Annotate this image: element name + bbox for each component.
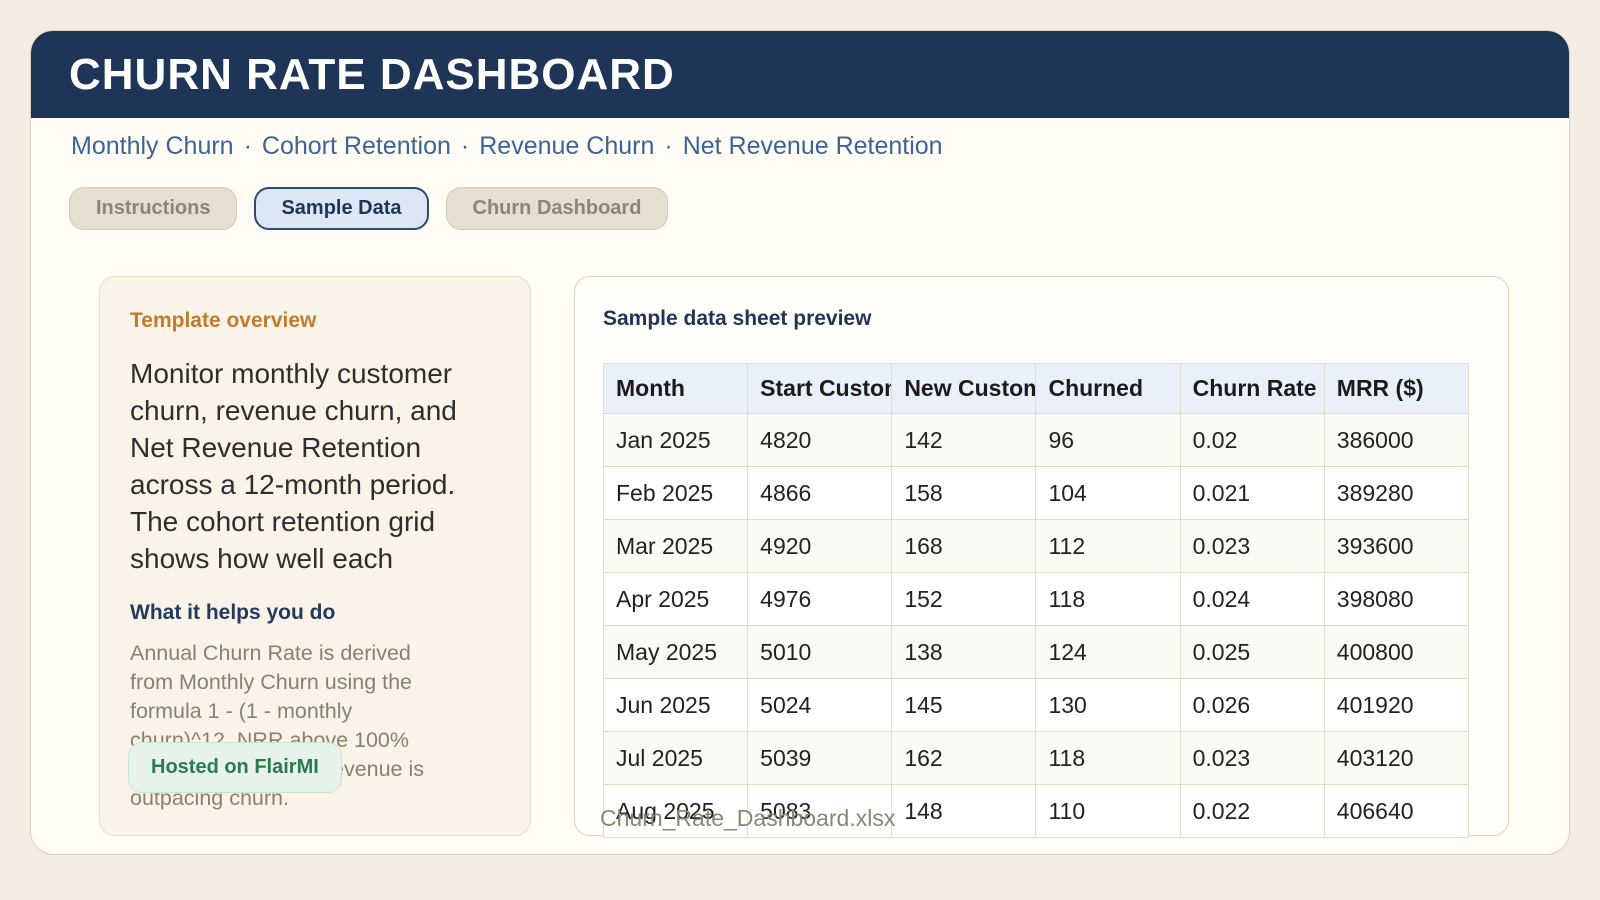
cell-churned: 124: [1035, 625, 1181, 679]
column-header-mrr: MRR ($): [1323, 363, 1470, 414]
cell-churn-rate: 0.026: [1179, 678, 1325, 732]
header-band: CHURN RATE DASHBOARD: [31, 31, 1569, 118]
cell-start-customers: 4976: [747, 572, 893, 626]
file-name-caption: Churn_Rate_Dashboard.xlsx: [600, 805, 896, 831]
overview-body-line: The cohort retention grid: [130, 506, 436, 537]
anchor-nav: Monthly Churn · Cohort Retention · Revenue C…: [31, 118, 1569, 161]
overview-detail-line: from Monthly Churn using the: [130, 670, 413, 694]
overview-body-line: churn, revenue churn, and: [130, 395, 457, 426]
overview-body-line: across a 12-month period.: [130, 469, 456, 500]
nav-separator: ·: [243, 132, 252, 160]
tab-sample-data[interactable]: Sample Data: [254, 187, 429, 230]
overview-detail-line: formula 1 - (1 - monthly: [130, 699, 353, 723]
main-card: CHURN RATE DASHBOARD Monthly Churn · Cohor…: [30, 30, 1570, 855]
table-row: Jan 2025 4820 142 96 0.02 386000: [602, 413, 1470, 467]
table-row: Feb 2025 4866 158 104 0.021 389280: [602, 466, 1470, 520]
cell-month: Mar 2025: [602, 519, 749, 573]
template-overview-panel: Template overview Monitor monthly custom…: [99, 276, 531, 836]
table-header-row: Month Start Customers New Customers Chur…: [602, 363, 1470, 414]
nav-link-net-revenue-retention[interactable]: Net Revenue Retention: [682, 132, 943, 160]
sheet-tabs: Instructions Sample Data Churn Dashboard: [69, 187, 1569, 230]
cell-month: May 2025: [602, 625, 749, 679]
cell-month: Apr 2025: [602, 572, 749, 626]
cell-mrr: 389280: [1323, 466, 1470, 520]
table-row: Aug 2025 5083 148 110 0.022 406640: [602, 784, 1470, 838]
cell-start-customers: 5039: [747, 731, 893, 785]
column-header-churned: Churned: [1035, 363, 1181, 414]
table-row: Jul 2025 5039 162 118 0.023 403120: [602, 731, 1470, 785]
cell-mrr: 401920: [1323, 678, 1470, 732]
column-header-new-customers: New Customers: [891, 363, 1037, 414]
cell-mrr: 406640: [1323, 784, 1470, 838]
cell-month: Jun 2025: [602, 678, 749, 732]
nav-link-revenue-churn[interactable]: Revenue Churn: [479, 132, 655, 160]
cell-start-customers: 5010: [747, 625, 893, 679]
hosted-on-badge[interactable]: Hosted on FlairMI: [128, 742, 342, 793]
overview-heading: Template overview: [130, 309, 317, 332]
cell-new-customers: 148: [891, 784, 1037, 838]
table-row: May 2025 5010 138 124 0.025 400800: [602, 625, 1470, 679]
overview-body-line: Net Revenue Retention: [130, 432, 422, 463]
table-row: Apr 2025 4976 152 118 0.024 398080: [602, 572, 1470, 626]
tab-churn-dashboard[interactable]: Churn Dashboard: [445, 187, 669, 230]
cell-churn-rate: 0.024: [1179, 572, 1325, 626]
nav-separator: ·: [664, 132, 673, 160]
cell-start-customers: 4866: [747, 466, 893, 520]
tab-instructions[interactable]: Instructions: [69, 187, 238, 230]
cell-churned: 104: [1035, 466, 1181, 520]
cell-churn-rate: 0.02: [1179, 413, 1325, 467]
sample-data-panel: Sample data sheet preview Month Start Cu…: [574, 276, 1509, 838]
preview-heading: Sample data sheet preview: [603, 307, 872, 330]
cell-new-customers: 142: [891, 413, 1037, 467]
cell-churn-rate: 0.023: [1179, 519, 1325, 573]
overview-body-line: Monitor monthly customer: [130, 358, 453, 389]
cell-month: Jan 2025: [602, 413, 749, 467]
cell-mrr: 403120: [1323, 731, 1470, 785]
cell-churn-rate: 0.025: [1179, 625, 1325, 679]
cell-start-customers: 5083: [747, 784, 893, 838]
cell-new-customers: 168: [891, 519, 1037, 573]
cell-start-customers: 4820: [747, 413, 893, 467]
overview-detail-line: Annual Churn Rate is derived: [130, 641, 411, 665]
cell-start-customers: 4920: [747, 519, 893, 573]
cell-month: Jul 2025: [602, 731, 749, 785]
table-row: Mar 2025 4920 168 112 0.023 393600: [602, 519, 1470, 573]
cell-churned: 130: [1035, 678, 1181, 732]
cell-churned: 110: [1035, 784, 1181, 838]
cell-new-customers: 158: [891, 466, 1037, 520]
cell-churned: 118: [1035, 572, 1181, 626]
nav-separator: ·: [460, 132, 470, 160]
overview-subheading: What it helps you do: [130, 601, 336, 624]
table-row: Jun 2025 5024 145 130 0.026 401920: [602, 678, 1470, 732]
cell-mrr: 386000: [1323, 413, 1470, 467]
cell-churned: 112: [1035, 519, 1181, 573]
cell-churn-rate: 0.021: [1179, 466, 1325, 520]
cell-churned: 96: [1035, 413, 1181, 467]
cell-start-customers: 5024: [747, 678, 893, 732]
sample-data-table: Month Start Customers New Customers Chur…: [602, 363, 1470, 838]
cell-new-customers: 145: [891, 678, 1037, 732]
overview-body-line: shows how well each: [130, 543, 394, 574]
cell-churn-rate: 0.023: [1179, 731, 1325, 785]
cell-churned: 118: [1035, 731, 1181, 785]
cell-mrr: 393600: [1323, 519, 1470, 573]
page-title: CHURN RATE DASHBOARD: [69, 49, 675, 99]
cell-new-customers: 162: [891, 731, 1037, 785]
cell-mrr: 398080: [1323, 572, 1470, 626]
column-header-month: Month: [602, 363, 749, 414]
cell-mrr: 400800: [1323, 625, 1470, 679]
nav-link-cohort-retention[interactable]: Cohort Retention: [261, 132, 451, 160]
column-header-churn-rate: Churn Rate: [1179, 363, 1325, 414]
overview-body: Monitor monthly customer churn, revenue …: [130, 355, 500, 577]
nav-link-monthly-churn[interactable]: Monthly Churn: [71, 132, 234, 160]
cell-churn-rate: 0.022: [1179, 784, 1325, 838]
cell-new-customers: 138: [891, 625, 1037, 679]
cell-month: Feb 2025: [602, 466, 749, 520]
cell-month: Aug 2025: [602, 784, 749, 838]
cell-new-customers: 152: [891, 572, 1037, 626]
column-header-start-customers: Start Customers: [747, 363, 893, 414]
